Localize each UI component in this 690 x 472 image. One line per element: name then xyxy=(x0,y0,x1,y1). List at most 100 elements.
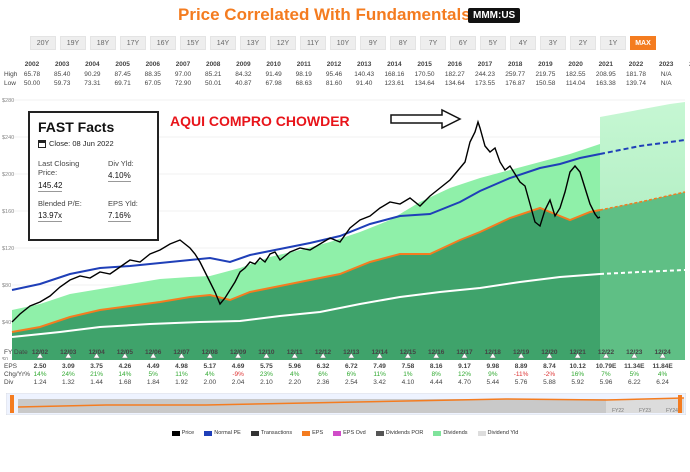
chg-value: 5% xyxy=(148,371,158,378)
low-value: 123.61 xyxy=(384,80,405,87)
eps-value: 7.49 xyxy=(373,363,386,370)
range-button-5y[interactable]: 5Y xyxy=(480,36,506,50)
div-value: 5.92 xyxy=(571,379,585,386)
low-value: 72.90 xyxy=(174,80,192,87)
high-value: 90.29 xyxy=(84,71,101,78)
range-button-max[interactable]: MAX xyxy=(630,36,656,50)
range-button-1y[interactable]: 1Y xyxy=(600,36,626,50)
range-button-16y[interactable]: 16Y xyxy=(150,36,176,50)
fy-date: 12/13 xyxy=(343,349,360,356)
legend-item[interactable]: EPS xyxy=(302,427,323,439)
range-button-18y[interactable]: 18Y xyxy=(90,36,116,50)
range-button-13y[interactable]: 13Y xyxy=(240,36,266,50)
high-value: 85.40 xyxy=(54,71,71,78)
eps-forecast-area xyxy=(600,192,685,360)
fy-date: 12/10 xyxy=(258,349,275,356)
low-value: 114.04 xyxy=(565,80,586,87)
range-button-15y[interactable]: 15Y xyxy=(180,36,206,50)
legend-item[interactable]: Price xyxy=(171,427,194,439)
eps-value: 3.75 xyxy=(90,363,103,370)
eps-value: 8.74 xyxy=(543,363,556,370)
eps-marker xyxy=(376,352,384,359)
normal-pe-forecast xyxy=(599,139,686,155)
low-value: 173.55 xyxy=(475,80,495,87)
range-button-12y[interactable]: 12Y xyxy=(270,36,296,50)
navigator-right-handle[interactable] xyxy=(678,395,682,413)
high-value: 97.00 xyxy=(174,71,192,78)
eps-marker xyxy=(432,352,440,359)
eps-marker xyxy=(630,352,638,359)
high-value: 170.50 xyxy=(414,71,435,78)
header: Price Correlated With Fundamentals MMM:U… xyxy=(0,0,690,30)
legend-item[interactable]: Dividends POR xyxy=(375,427,423,439)
legend-item[interactable]: Normal PE xyxy=(204,427,241,439)
y-axis-tick-label: $280 xyxy=(2,98,14,104)
fy-date: 12/11 xyxy=(286,349,303,356)
eps-value: 8.89 xyxy=(514,363,528,370)
dividend-pe-forecast xyxy=(599,269,686,275)
fy-date: 12/17 xyxy=(456,349,473,356)
range-button-20y[interactable]: 20Y xyxy=(30,36,56,50)
eps-marker xyxy=(659,352,667,359)
high-value: N/A xyxy=(660,71,672,78)
timeline-navigator[interactable]: FY22 FY23 FY24 xyxy=(6,393,686,415)
range-button-3y[interactable]: 3Y xyxy=(540,36,566,50)
legend-swatch xyxy=(375,430,384,436)
eps-value: 4.26 xyxy=(118,363,132,370)
range-button-9y[interactable]: 9Y xyxy=(360,36,386,50)
range-button-11y[interactable]: 11Y xyxy=(300,36,326,50)
high-value: 98.19 xyxy=(295,71,312,78)
eps-marker xyxy=(574,352,582,359)
high-value: 208.95 xyxy=(595,71,616,78)
div-value: 2.00 xyxy=(203,379,217,386)
range-button-19y[interactable]: 19Y xyxy=(60,36,86,50)
year-header: 2020 xyxy=(568,61,583,68)
div-label: Div xyxy=(4,379,14,386)
fy-date: 12/09 xyxy=(229,349,247,356)
year-header: 2023 xyxy=(658,61,674,68)
range-button-8y[interactable]: 8Y xyxy=(390,36,416,50)
navigator-left-handle[interactable] xyxy=(10,395,14,413)
chg-value: 14% xyxy=(118,371,132,378)
range-button-7y[interactable]: 7Y xyxy=(420,36,446,50)
range-button-14y[interactable]: 14Y xyxy=(210,36,236,50)
high-value: 182.27 xyxy=(444,71,465,78)
eps-marker xyxy=(262,352,270,359)
div-value: 4.10 xyxy=(401,379,415,386)
fy-date: 12/12 xyxy=(314,349,332,356)
fy-date: 12/23 xyxy=(626,349,643,356)
low-value: 134.64 xyxy=(414,80,435,87)
high-value: 168.16 xyxy=(384,71,405,78)
legend-item[interactable]: Transactions xyxy=(250,427,292,439)
low-value: 40.87 xyxy=(235,80,252,87)
eps-value: 5.96 xyxy=(288,363,302,370)
legend-item[interactable]: EPS Ovd xyxy=(333,427,366,439)
range-button-10y[interactable]: 10Y xyxy=(330,36,356,50)
chg-value: -11% xyxy=(513,371,529,378)
div-value: 1.44 xyxy=(90,379,103,386)
legend-label: EPS Ovd xyxy=(343,430,366,436)
eps-value: 7.58 xyxy=(401,363,415,370)
price-line xyxy=(11,119,601,323)
range-button-6y[interactable]: 6Y xyxy=(450,36,476,50)
range-button-17y[interactable]: 17Y xyxy=(120,36,146,50)
range-button-4y[interactable]: 4Y xyxy=(510,36,536,50)
eps-yld-value: 7.16% xyxy=(108,211,131,222)
page-title: Price Correlated With Fundamentals xyxy=(178,5,471,24)
fy-date: 12/21 xyxy=(569,349,586,356)
low-value: 67.05 xyxy=(144,80,161,87)
fy-date: 12/02 xyxy=(31,349,49,356)
div-value: 5.76 xyxy=(514,379,528,386)
range-button-2y[interactable]: 2Y xyxy=(570,36,596,50)
low-value: 139.74 xyxy=(626,80,646,87)
eps-marker xyxy=(517,352,525,359)
year-header: 2006 xyxy=(145,61,161,68)
year-header: 2015 xyxy=(417,61,432,68)
fundamentals-chart[interactable]: $280 $240 $200 $160 $120 $80 $40 $0 xyxy=(0,92,690,360)
legend-item[interactable]: Dividend Yld xyxy=(477,427,518,439)
low-value: 150.58 xyxy=(535,80,556,87)
legend-item[interactable]: Dividends xyxy=(433,427,468,439)
high-value: 182.55 xyxy=(565,71,586,78)
mini-label-fy22: FY22 xyxy=(612,408,624,414)
low-value: 68.63 xyxy=(295,80,312,87)
